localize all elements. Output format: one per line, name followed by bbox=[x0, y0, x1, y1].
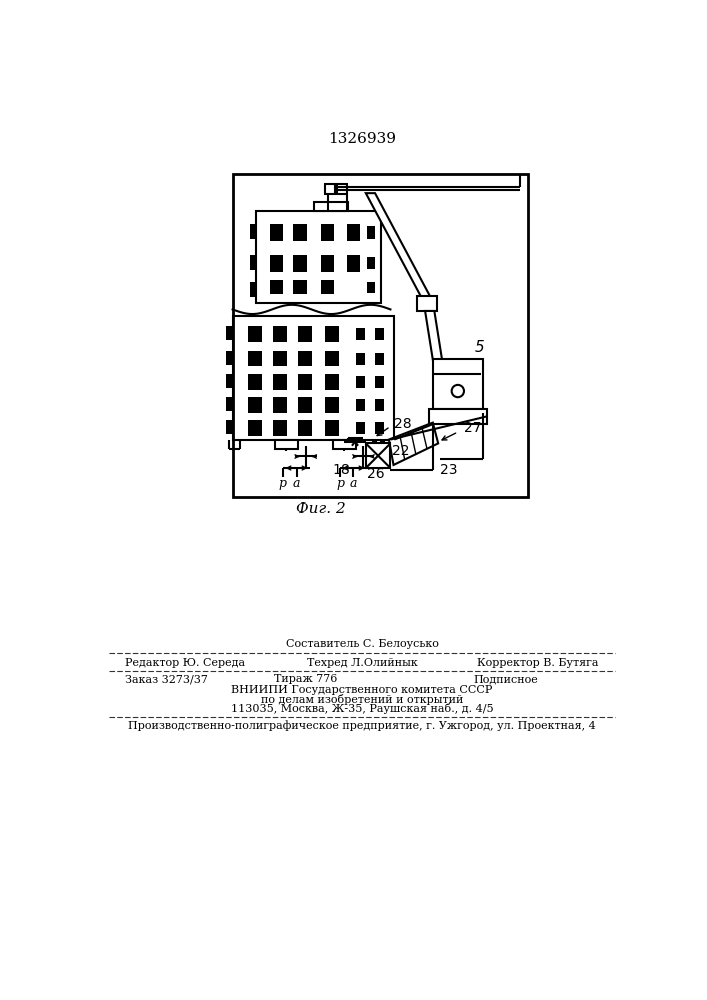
Text: 113035, Москва, Ж-35, Раушская наб., д. 4/5: 113035, Москва, Ж-35, Раушская наб., д. … bbox=[230, 703, 493, 714]
Bar bbox=[380, 439, 385, 444]
Text: Заказ 3273/37: Заказ 3273/37 bbox=[125, 674, 208, 684]
Bar bbox=[372, 439, 378, 444]
Text: p: p bbox=[279, 477, 286, 490]
Bar bbox=[368, 257, 375, 269]
Bar bbox=[375, 376, 385, 388]
Bar bbox=[250, 282, 256, 297]
Text: Подписное: Подписное bbox=[474, 674, 538, 684]
Bar bbox=[298, 420, 312, 436]
Bar bbox=[226, 351, 233, 365]
Bar bbox=[298, 374, 312, 389]
Text: 26: 26 bbox=[368, 467, 385, 481]
Text: по делам изобретений и открытий: по делам изобретений и открытий bbox=[261, 694, 463, 705]
Bar bbox=[233, 174, 527, 497]
Bar bbox=[270, 224, 284, 241]
Bar bbox=[226, 374, 233, 388]
Bar bbox=[366, 443, 390, 468]
Bar bbox=[321, 255, 334, 272]
Bar bbox=[429, 409, 486, 424]
Bar bbox=[226, 326, 233, 340]
Bar bbox=[248, 351, 262, 366]
Bar bbox=[314, 202, 348, 211]
Bar bbox=[274, 420, 287, 436]
Bar bbox=[325, 374, 339, 389]
Bar bbox=[248, 326, 262, 342]
Bar bbox=[347, 255, 361, 272]
Text: ВНИИПИ Государственного комитета СССР: ВНИИПИ Государственного комитета СССР bbox=[231, 685, 493, 695]
Text: Техред Л.Олийнык: Техред Л.Олийнык bbox=[307, 658, 417, 668]
Bar bbox=[248, 397, 262, 413]
Bar bbox=[325, 326, 339, 342]
Bar bbox=[356, 399, 365, 411]
Text: Редактор Ю. Середа: Редактор Ю. Середа bbox=[125, 658, 245, 668]
Text: Составитель С. Белоуськo: Составитель С. Белоуськo bbox=[286, 639, 438, 649]
Bar bbox=[375, 328, 385, 340]
Text: Производственно-полиграфическое предприятие, г. Ужгород, ул. Проектная, 4: Производственно-полиграфическое предприя… bbox=[128, 721, 596, 731]
Bar bbox=[233, 316, 395, 440]
Bar bbox=[256, 211, 381, 303]
Bar bbox=[274, 374, 287, 389]
Bar bbox=[375, 399, 385, 411]
Text: 5: 5 bbox=[475, 340, 485, 355]
Bar bbox=[248, 374, 262, 389]
Polygon shape bbox=[389, 423, 438, 465]
Bar bbox=[356, 328, 365, 340]
Bar bbox=[248, 420, 262, 436]
Bar bbox=[274, 326, 287, 342]
Text: Корректор В. Бутяга: Корректор В. Бутяга bbox=[477, 658, 598, 668]
Circle shape bbox=[452, 385, 464, 397]
Bar bbox=[356, 376, 365, 388]
Text: p: p bbox=[337, 477, 344, 490]
Bar bbox=[321, 280, 334, 294]
Bar bbox=[325, 397, 339, 413]
Text: Тираж 776: Тираж 776 bbox=[274, 674, 337, 684]
Bar bbox=[337, 184, 347, 194]
Text: a: a bbox=[293, 477, 300, 490]
Polygon shape bbox=[366, 193, 431, 297]
Bar bbox=[293, 280, 307, 294]
Bar bbox=[298, 326, 312, 342]
Polygon shape bbox=[425, 311, 444, 374]
Bar bbox=[274, 397, 287, 413]
Bar bbox=[250, 255, 256, 270]
Bar bbox=[275, 440, 298, 449]
Bar bbox=[356, 353, 365, 365]
Bar bbox=[270, 255, 284, 272]
Text: 22: 22 bbox=[392, 444, 409, 458]
Bar bbox=[375, 353, 385, 365]
Bar bbox=[325, 420, 339, 436]
Bar bbox=[433, 359, 483, 409]
Bar bbox=[226, 397, 233, 411]
Text: 23: 23 bbox=[440, 463, 458, 477]
Bar bbox=[325, 184, 335, 194]
Bar bbox=[250, 224, 256, 239]
Text: 27: 27 bbox=[464, 421, 481, 435]
Bar bbox=[298, 397, 312, 413]
Bar bbox=[325, 351, 339, 366]
Bar bbox=[347, 224, 361, 241]
Bar bbox=[293, 224, 307, 241]
Bar bbox=[270, 280, 284, 294]
Bar bbox=[274, 351, 287, 366]
Text: 28: 28 bbox=[395, 417, 412, 431]
Bar bbox=[333, 440, 356, 449]
Text: a: a bbox=[350, 477, 357, 490]
Bar bbox=[356, 422, 365, 434]
Text: Фиг. 2: Фиг. 2 bbox=[296, 502, 346, 516]
Bar bbox=[298, 351, 312, 366]
Text: 18: 18 bbox=[333, 463, 351, 477]
Bar bbox=[368, 226, 375, 239]
Bar bbox=[368, 282, 375, 293]
Bar bbox=[321, 224, 334, 241]
Bar bbox=[417, 296, 438, 311]
Text: 1326939: 1326939 bbox=[328, 132, 396, 146]
Bar bbox=[293, 255, 307, 272]
Bar bbox=[226, 420, 233, 434]
Bar bbox=[375, 422, 385, 434]
